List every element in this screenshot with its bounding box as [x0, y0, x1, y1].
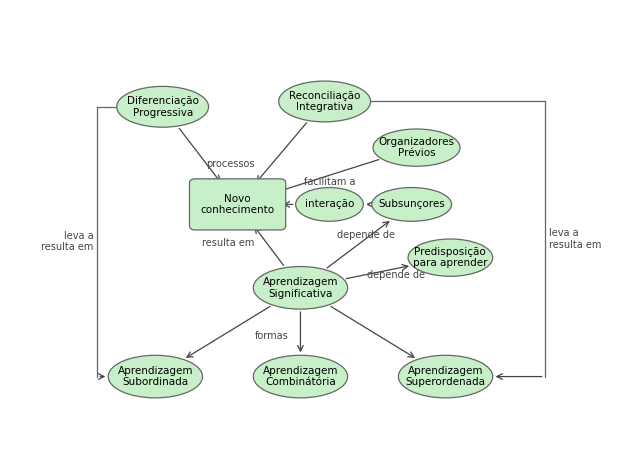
Ellipse shape [408, 239, 493, 276]
Text: formas: formas [255, 331, 288, 342]
FancyBboxPatch shape [190, 179, 286, 230]
Ellipse shape [398, 355, 493, 398]
Ellipse shape [117, 86, 208, 127]
Text: Novo
conhecimento: Novo conhecimento [200, 194, 275, 215]
Text: Diferenciação
Progressiva: Diferenciação Progressiva [127, 96, 198, 118]
Ellipse shape [373, 129, 460, 166]
Text: facilitam a: facilitam a [304, 177, 355, 187]
Text: Predisposição
para aprender: Predisposição para aprender [413, 247, 487, 268]
Ellipse shape [372, 188, 452, 221]
Text: Organizadores
Prévios: Organizadores Prévios [379, 137, 454, 159]
Text: Aprendizagem
Superordenada: Aprendizagem Superordenada [406, 366, 485, 387]
Text: resulta em: resulta em [202, 238, 254, 248]
Text: Subsunçores: Subsunçores [378, 200, 445, 209]
Text: Reconciliação
Integrativa: Reconciliação Integrativa [289, 91, 360, 112]
Ellipse shape [253, 355, 348, 398]
Text: interação: interação [305, 200, 354, 209]
Text: leva a
resulta em: leva a resulta em [41, 231, 94, 253]
Ellipse shape [296, 188, 363, 221]
Text: leva a
resulta em: leva a resulta em [548, 228, 601, 250]
Text: Aprendizagem
Subordinada: Aprendizagem Subordinada [118, 366, 193, 387]
Text: depende de: depende de [337, 230, 395, 240]
Ellipse shape [279, 81, 371, 122]
Ellipse shape [108, 355, 203, 398]
Text: depende de: depende de [367, 270, 425, 280]
Ellipse shape [253, 266, 348, 309]
Text: processos: processos [206, 159, 255, 169]
Text: Aprendizagem
Significativa: Aprendizagem Significativa [263, 277, 338, 299]
Text: Aprendizagem
Combinátória: Aprendizagem Combinátória [263, 366, 338, 387]
